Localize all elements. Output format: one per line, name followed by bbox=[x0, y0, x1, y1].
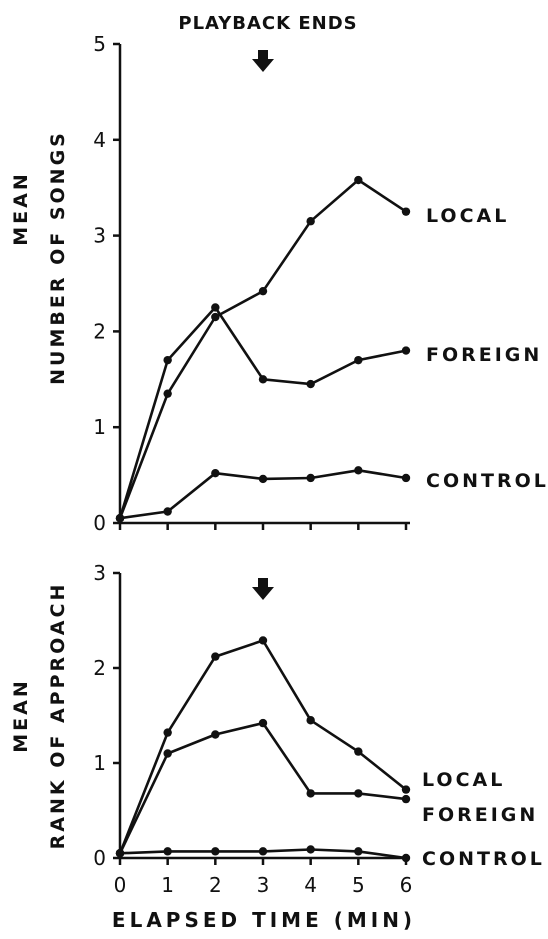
series-label: FOREIGN bbox=[426, 344, 542, 366]
data-point bbox=[401, 794, 411, 804]
x-tick-label: 1 bbox=[161, 873, 174, 897]
data-point bbox=[306, 789, 315, 798]
data-point bbox=[306, 379, 315, 389]
data-point bbox=[258, 847, 268, 856]
series-line bbox=[118, 306, 407, 519]
data-point bbox=[401, 473, 411, 483]
y-axis-title-line-2: NUMBER OF SONGS bbox=[47, 130, 69, 385]
series-line bbox=[118, 639, 407, 854]
y-tick-label: 3 bbox=[93, 561, 106, 585]
data-point bbox=[354, 847, 363, 856]
data-point bbox=[354, 747, 363, 756]
playback-end-arrow-icon bbox=[252, 50, 274, 72]
x-tick-label: 6 bbox=[400, 873, 413, 897]
x-axis-title: ELAPSED TIME (MIN) bbox=[112, 908, 416, 932]
data-point bbox=[401, 785, 411, 794]
data-point bbox=[163, 507, 172, 516]
data-point bbox=[211, 730, 220, 739]
data-point bbox=[401, 346, 411, 355]
y-tick-label: 2 bbox=[93, 656, 106, 680]
data-point bbox=[211, 303, 220, 312]
data-point bbox=[258, 718, 268, 728]
data-point bbox=[258, 375, 268, 384]
data-point bbox=[115, 514, 125, 523]
data-point bbox=[211, 652, 220, 661]
data-point bbox=[354, 175, 363, 185]
x-tick-label: 4 bbox=[304, 873, 317, 897]
series-local: LOCAL bbox=[115, 175, 509, 523]
data-point bbox=[211, 468, 220, 478]
series-label: CONTROL bbox=[422, 848, 545, 870]
data-point bbox=[211, 847, 220, 856]
y-axis-title-line-1: MEAN bbox=[10, 678, 32, 753]
data-point bbox=[163, 728, 172, 737]
playback-end-arrow-icon bbox=[252, 578, 274, 600]
y-axis-title-line-2: RANK OF APPROACH bbox=[47, 582, 69, 850]
data-point bbox=[258, 286, 268, 296]
chart-panel-1: 0 1 2 3 4 5 MEAN NUMBER OF SONGS PLAYBACK ENDS LO… bbox=[10, 13, 548, 535]
y-tick-label: 5 bbox=[93, 32, 106, 56]
series-label: LOCAL bbox=[426, 205, 509, 227]
data-point bbox=[163, 389, 172, 398]
chart-panel-2: 0 1 2 3 0 1 2 3 4 5 6 MEAN RANK OF APPROACH LOCAL FORE… bbox=[10, 561, 545, 932]
y-tick-label: 2 bbox=[93, 319, 106, 343]
playback-annotation: PLAYBACK ENDS bbox=[178, 13, 357, 34]
data-point bbox=[115, 849, 125, 858]
data-point bbox=[306, 473, 315, 483]
series-label: LOCAL bbox=[422, 769, 505, 791]
x-tick-label: 5 bbox=[352, 873, 365, 897]
data-point bbox=[163, 749, 172, 758]
data-point bbox=[163, 355, 172, 365]
y-axis-title-line-1: MEAN bbox=[10, 171, 32, 246]
series-control: CONTROL bbox=[115, 466, 548, 523]
x-tick-label: 2 bbox=[209, 873, 222, 897]
y-tick-label: 4 bbox=[93, 128, 106, 152]
series-foreign: FOREIGN bbox=[115, 303, 542, 523]
series-control: CONTROL bbox=[115, 845, 545, 870]
y-tick-label: 0 bbox=[93, 846, 106, 870]
data-point bbox=[306, 845, 315, 854]
y-tick-label: 0 bbox=[93, 511, 106, 535]
data-point bbox=[306, 217, 315, 226]
data-point bbox=[163, 847, 172, 856]
series-line bbox=[118, 178, 407, 519]
series-label: FOREIGN bbox=[422, 804, 538, 826]
data-point bbox=[258, 474, 268, 484]
data-point bbox=[354, 789, 363, 798]
series-label: CONTROL bbox=[426, 470, 548, 492]
x-tick-label: 0 bbox=[114, 873, 127, 897]
data-point bbox=[401, 207, 411, 216]
data-point bbox=[258, 636, 268, 645]
data-point bbox=[354, 355, 363, 365]
y-tick-label: 1 bbox=[93, 751, 106, 775]
y-tick-label: 1 bbox=[93, 415, 106, 439]
data-point bbox=[211, 312, 220, 322]
y-tick-label: 3 bbox=[93, 224, 106, 248]
data-point bbox=[306, 716, 315, 725]
data-point bbox=[354, 466, 363, 475]
x-tick-label: 3 bbox=[257, 873, 270, 897]
data-point bbox=[401, 853, 411, 863]
